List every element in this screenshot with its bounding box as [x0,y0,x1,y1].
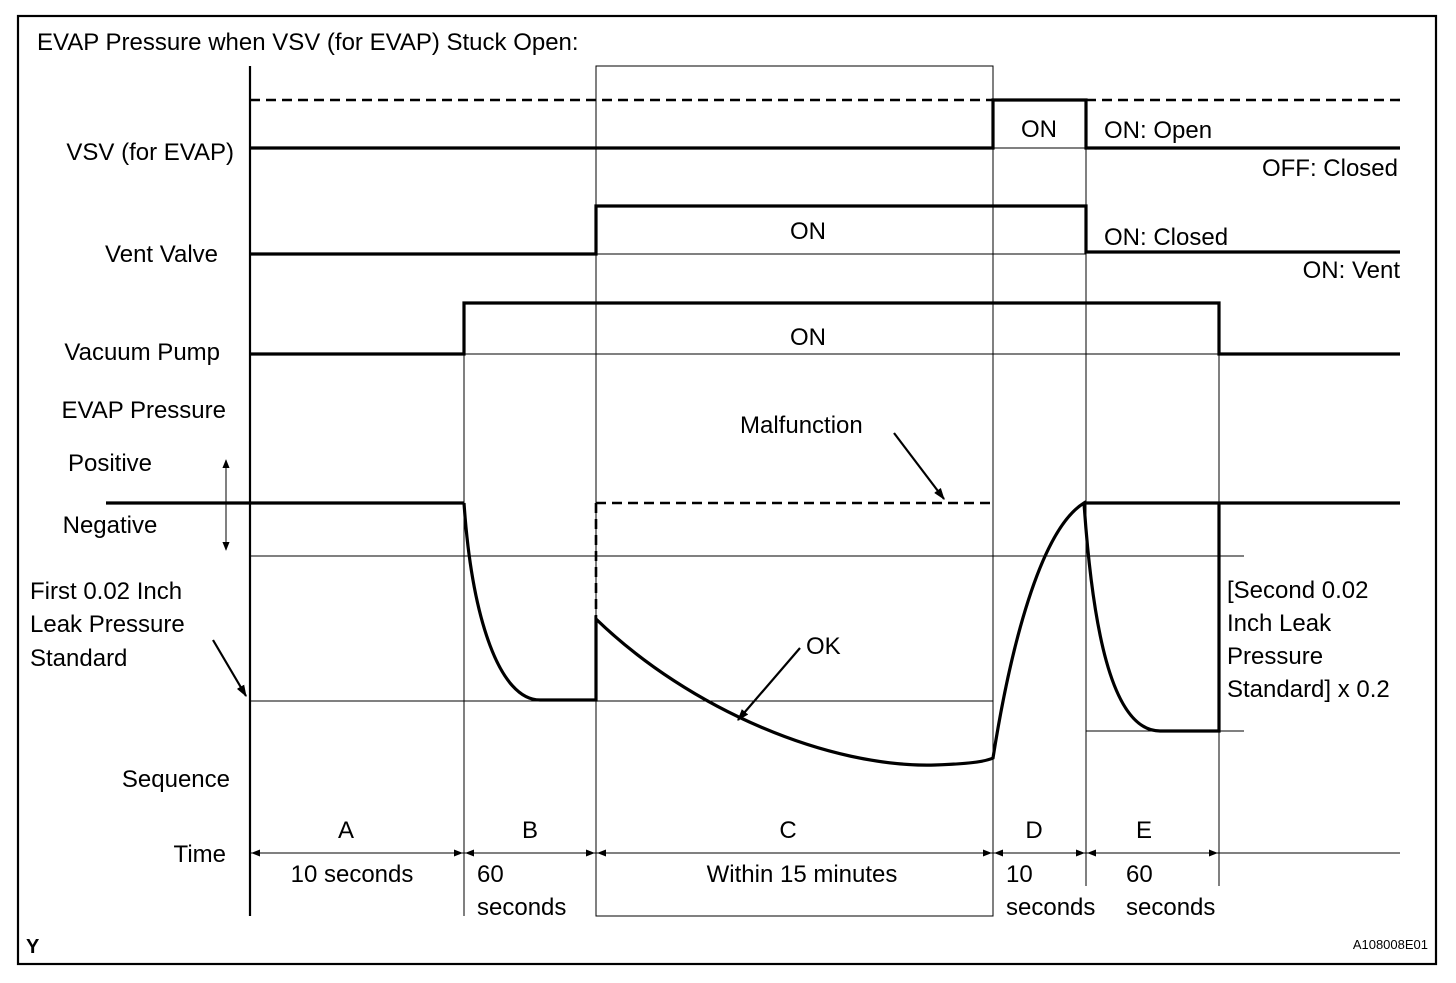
first-standard-line1: First 0.02 Inch [30,578,182,605]
time-e-line2: seconds [1126,894,1215,921]
first-standard-line3: Standard [30,645,127,672]
vent-valve-signal [250,204,1400,256]
sequence-label: Sequence [122,766,230,793]
sequence-letter-a: A [338,817,354,844]
vacuum-pump-signal [250,301,1400,356]
time-e-line1: 60 [1126,861,1153,888]
time-a: 10 seconds [291,861,414,888]
vent-valve-label: Vent Valve [105,241,218,268]
vacuum-pump-on-label: ON [790,324,826,351]
time-b-line2: seconds [477,894,566,921]
malfunction-label: Malfunction [740,412,863,439]
second-standard-line4: Standard] x 0.2 [1227,676,1390,703]
vent-on-closed-label: ON: Closed [1104,224,1228,251]
vsv-on-open-label: ON: Open [1104,117,1212,144]
vsv-signal [250,98,1400,150]
evap-pressure-label: EVAP Pressure [61,397,226,424]
first-standard-arrow [212,639,247,698]
second-standard-line1: [Second 0.02 [1227,577,1368,604]
time-c: Within 15 minutes [707,861,898,888]
time-label: Time [174,841,226,868]
evap-pressure-curve [462,500,1221,767]
sequence-letter-e: E [1136,817,1152,844]
vsv-on-label: ON [1021,116,1057,143]
vent-valve-on-label: ON [790,218,826,245]
figure-id: A108008E01 [1353,937,1428,952]
ok-arrow [737,647,801,721]
negative-label: Negative [63,512,158,539]
second-standard-line2: Inch Leak [1227,610,1332,637]
ok-label: OK [806,633,841,660]
time-b-line1: 60 [477,861,504,888]
malfunction-arrow [893,432,945,500]
time-d-line2: seconds [1006,894,1095,921]
phase-c-box [595,65,994,917]
positive-label: Positive [68,450,152,477]
sequence-letter-c: C [779,817,796,844]
footer-left-mark: Y [26,936,40,958]
vacuum-pump-label: Vacuum Pump [64,339,220,366]
second-standard-line3: Pressure [1227,643,1323,670]
vent-on-vent-label: ON: Vent [1303,257,1401,284]
vsv-off-closed-label: OFF: Closed [1262,155,1398,182]
sequence-letter-b: B [522,817,538,844]
time-d-line1: 10 [1006,861,1033,888]
sequence-letter-d: D [1025,817,1042,844]
first-standard-line2: Leak Pressure [30,611,185,638]
outer-frame [16,14,1438,966]
vsv-label: VSV (for EVAP) [66,139,234,166]
diagram-title: EVAP Pressure when VSV (for EVAP) Stuck … [37,29,579,56]
